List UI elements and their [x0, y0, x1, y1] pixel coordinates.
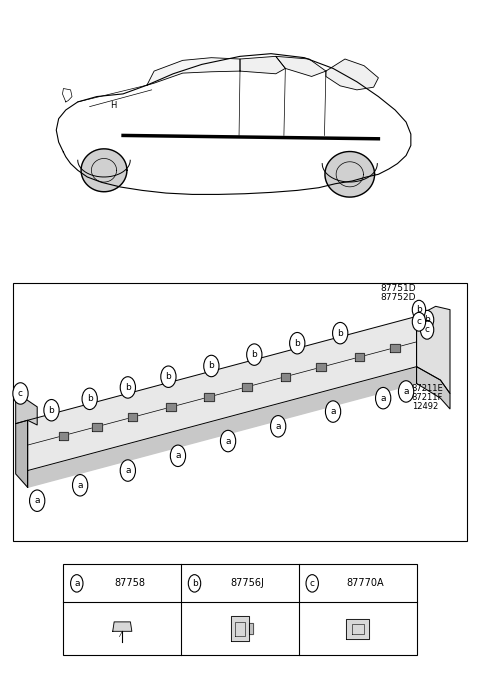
Text: a: a — [225, 437, 231, 446]
Circle shape — [30, 490, 45, 511]
Circle shape — [161, 366, 176, 388]
Polygon shape — [166, 403, 176, 411]
Polygon shape — [28, 367, 417, 487]
Circle shape — [420, 320, 434, 339]
Circle shape — [44, 400, 59, 421]
Circle shape — [247, 344, 262, 365]
Circle shape — [306, 575, 318, 592]
Polygon shape — [346, 618, 369, 639]
Text: 87751D: 87751D — [381, 284, 417, 293]
Polygon shape — [16, 398, 37, 425]
Text: b: b — [294, 339, 300, 348]
Text: c: c — [18, 389, 23, 398]
Polygon shape — [417, 367, 450, 409]
Polygon shape — [325, 151, 374, 197]
Polygon shape — [242, 383, 252, 391]
Circle shape — [82, 388, 97, 410]
Text: c: c — [310, 579, 315, 588]
Polygon shape — [147, 58, 240, 85]
Circle shape — [412, 300, 426, 319]
Polygon shape — [59, 431, 68, 439]
Bar — [63, 565, 417, 655]
Text: a: a — [381, 394, 386, 402]
Text: 87752D: 87752D — [381, 293, 416, 302]
Circle shape — [375, 388, 391, 409]
Text: H: H — [110, 101, 117, 110]
Text: b: b — [208, 361, 214, 371]
Text: 87770A: 87770A — [346, 578, 384, 588]
Polygon shape — [113, 622, 132, 631]
Text: a: a — [276, 422, 281, 431]
Polygon shape — [390, 343, 400, 351]
Circle shape — [420, 310, 434, 329]
Polygon shape — [276, 57, 326, 77]
Polygon shape — [240, 57, 285, 74]
Text: 87758: 87758 — [114, 578, 145, 588]
Text: a: a — [74, 579, 80, 588]
Text: b: b — [125, 383, 131, 392]
Text: a: a — [35, 496, 40, 505]
Text: 87211F: 87211F — [412, 393, 443, 402]
Polygon shape — [28, 316, 417, 470]
Text: b: b — [192, 579, 197, 588]
Polygon shape — [92, 423, 102, 431]
Text: b: b — [48, 406, 54, 415]
Circle shape — [333, 322, 348, 344]
Polygon shape — [326, 59, 378, 90]
Circle shape — [188, 575, 201, 592]
Text: 87211E: 87211E — [412, 384, 444, 393]
Polygon shape — [281, 373, 290, 381]
Circle shape — [72, 474, 88, 496]
Polygon shape — [128, 413, 137, 421]
Text: b: b — [416, 305, 422, 314]
Polygon shape — [316, 363, 326, 371]
Text: b: b — [87, 394, 93, 403]
Polygon shape — [417, 306, 450, 394]
Polygon shape — [249, 623, 253, 635]
Text: a: a — [330, 407, 336, 416]
Circle shape — [325, 401, 341, 422]
Text: a: a — [175, 452, 180, 460]
Text: 87756J: 87756J — [230, 578, 264, 588]
Text: b: b — [252, 350, 257, 359]
Text: a: a — [125, 466, 131, 475]
Circle shape — [120, 460, 135, 481]
Polygon shape — [355, 353, 364, 361]
Polygon shape — [81, 149, 127, 192]
Circle shape — [170, 445, 186, 466]
Circle shape — [220, 430, 236, 452]
Text: c: c — [417, 317, 421, 326]
Polygon shape — [204, 393, 214, 401]
Circle shape — [204, 355, 219, 377]
Circle shape — [71, 575, 83, 592]
Text: a: a — [403, 387, 409, 396]
Text: b: b — [337, 328, 343, 338]
Circle shape — [412, 312, 426, 331]
Circle shape — [289, 332, 305, 354]
Text: a: a — [77, 481, 83, 490]
Circle shape — [398, 381, 414, 402]
Bar — [13, 283, 467, 541]
Text: c: c — [425, 325, 430, 334]
Circle shape — [13, 383, 28, 404]
Text: b: b — [424, 315, 430, 324]
Circle shape — [120, 377, 135, 398]
Circle shape — [271, 416, 286, 437]
Text: 12492: 12492 — [412, 402, 438, 411]
Polygon shape — [231, 616, 249, 641]
Polygon shape — [16, 420, 28, 487]
Text: b: b — [166, 372, 171, 381]
